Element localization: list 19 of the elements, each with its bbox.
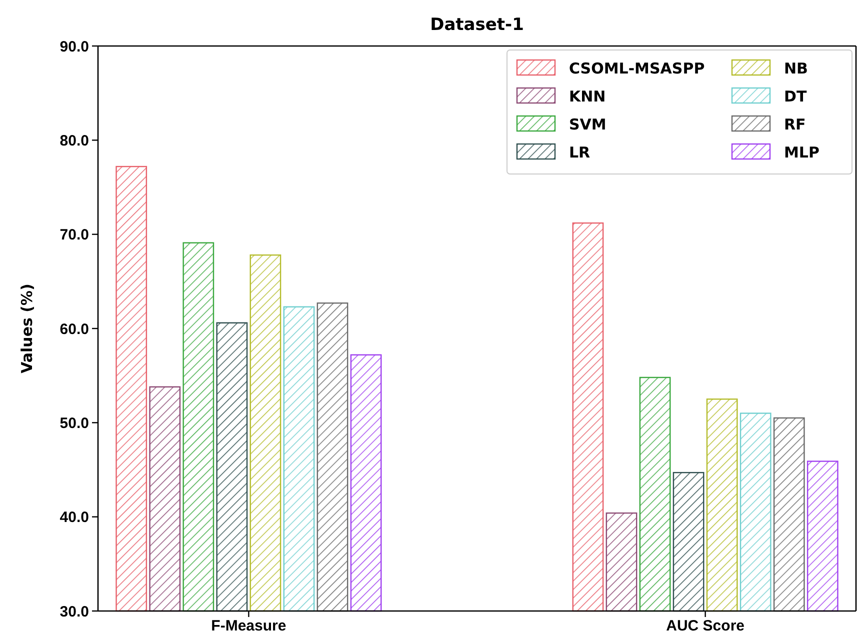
- legend-label: KNN: [569, 87, 606, 106]
- y-tick-label: 70.0: [60, 226, 89, 244]
- y-tick-label: 60.0: [60, 320, 89, 338]
- legend-label: NB: [784, 59, 808, 78]
- legend-label: RF: [784, 115, 806, 134]
- x-tick-label: F-Measure: [211, 618, 286, 635]
- y-tick-label: 50.0: [60, 414, 89, 432]
- legend-label: MLP: [784, 143, 820, 162]
- legend-label: DT: [784, 87, 808, 106]
- y-tick-label: 40.0: [60, 509, 89, 526]
- x-tick-label: AUC Score: [666, 618, 744, 635]
- y-axis-title: Values (%): [18, 284, 36, 374]
- y-tick-label: 30.0: [60, 603, 89, 620]
- chart-title: Dataset-1: [430, 15, 524, 35]
- legend-label: CSOML-MSASPP: [569, 59, 705, 78]
- y-tick-label: 80.0: [60, 132, 89, 150]
- y-tick-label: 90.0: [60, 38, 89, 56]
- legend-label: LR: [569, 143, 591, 162]
- legend-label: SVM: [569, 115, 606, 134]
